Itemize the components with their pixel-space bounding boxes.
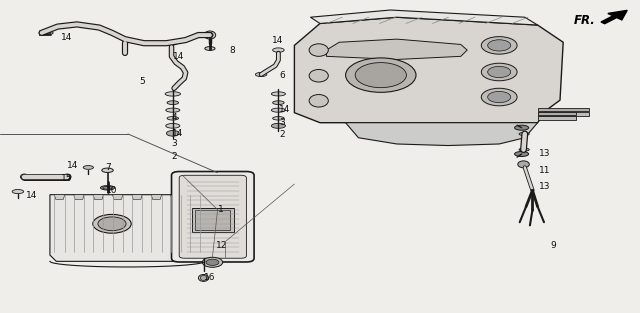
Bar [538,112,589,116]
Circle shape [481,37,517,54]
Text: 13: 13 [539,149,550,158]
Text: 1: 1 [218,205,223,214]
Polygon shape [93,195,104,199]
Bar [192,208,234,232]
Circle shape [202,257,223,267]
Text: 13: 13 [539,182,550,191]
Text: 2: 2 [172,152,177,161]
Ellipse shape [166,123,180,128]
FancyArrow shape [601,10,627,24]
Ellipse shape [309,69,328,82]
Ellipse shape [100,186,115,190]
Polygon shape [151,195,161,199]
Circle shape [488,91,511,103]
Polygon shape [310,10,538,25]
Ellipse shape [255,73,267,77]
Text: 16: 16 [204,273,215,281]
Text: 14: 14 [61,33,72,42]
Circle shape [481,88,517,106]
Circle shape [488,66,511,78]
Ellipse shape [309,95,328,107]
Text: 14: 14 [272,36,284,45]
Polygon shape [346,123,538,146]
Ellipse shape [167,117,179,120]
Ellipse shape [205,47,215,50]
Ellipse shape [166,108,180,112]
Text: 14: 14 [279,105,291,114]
Text: 6: 6 [279,71,285,80]
Ellipse shape [309,44,328,56]
Text: 2: 2 [279,130,285,139]
Ellipse shape [518,161,529,168]
FancyBboxPatch shape [172,172,254,262]
Ellipse shape [102,168,113,172]
Ellipse shape [271,92,285,96]
Text: 10: 10 [106,187,117,195]
Polygon shape [190,195,200,199]
Text: 15: 15 [61,174,72,183]
Text: 14: 14 [172,129,183,137]
Text: 9: 9 [550,241,556,250]
Ellipse shape [273,101,284,105]
Text: 8: 8 [229,46,235,54]
Circle shape [481,63,517,81]
Polygon shape [294,17,563,123]
Bar [538,108,589,111]
Polygon shape [171,195,181,199]
Polygon shape [326,39,467,59]
Ellipse shape [271,108,285,112]
Ellipse shape [273,117,284,120]
Circle shape [93,214,131,233]
Text: 4: 4 [172,113,177,122]
Ellipse shape [166,41,177,45]
Ellipse shape [12,190,24,193]
Bar [538,112,576,115]
Ellipse shape [207,32,213,38]
Ellipse shape [165,92,180,96]
Ellipse shape [166,131,179,136]
Circle shape [355,63,406,88]
Ellipse shape [515,151,529,156]
FancyBboxPatch shape [179,175,246,258]
Ellipse shape [271,123,285,128]
Circle shape [98,217,126,231]
Polygon shape [50,195,205,261]
Ellipse shape [273,48,284,52]
Ellipse shape [39,31,53,35]
Text: 14: 14 [26,191,37,200]
Polygon shape [54,195,65,199]
Ellipse shape [519,132,529,136]
Text: 7: 7 [106,163,111,172]
Circle shape [346,58,416,92]
Ellipse shape [20,174,28,180]
Bar [538,116,576,120]
Ellipse shape [103,186,113,189]
Polygon shape [74,195,84,199]
Ellipse shape [204,31,216,39]
Ellipse shape [63,174,71,180]
Text: 14: 14 [173,52,184,61]
Circle shape [206,259,219,265]
Ellipse shape [198,275,209,281]
Ellipse shape [200,275,207,280]
Text: 12: 12 [216,241,227,250]
Ellipse shape [519,148,529,151]
Ellipse shape [515,125,529,130]
Text: 14: 14 [67,162,79,170]
Circle shape [488,40,511,51]
Ellipse shape [167,101,179,105]
Polygon shape [132,195,142,199]
Text: FR.: FR. [574,14,596,27]
Text: 5: 5 [140,77,145,86]
Text: 3: 3 [172,140,177,148]
Polygon shape [113,195,123,199]
Bar [195,210,230,230]
Ellipse shape [83,166,93,169]
Text: 11: 11 [539,166,550,175]
Ellipse shape [41,32,51,34]
Text: 3: 3 [279,118,285,126]
